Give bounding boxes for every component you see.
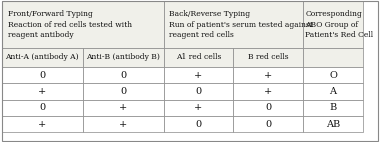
Bar	[2, 48, 83, 67]
Bar	[233, 116, 303, 132]
Text: Anti-B (antibody B): Anti-B (antibody B)	[86, 53, 160, 61]
Text: 0: 0	[120, 87, 126, 96]
Text: +: +	[264, 70, 272, 80]
Bar	[2, 100, 83, 116]
Bar	[2, 116, 83, 132]
Bar	[303, 1, 363, 48]
Bar	[2, 83, 83, 100]
Text: AB: AB	[326, 120, 340, 129]
Text: Front/Forward Typing
Reaction of red cells tested with
reagent antibody: Front/Forward Typing Reaction of red cel…	[8, 10, 133, 39]
Text: 0: 0	[265, 120, 271, 129]
Text: A1 red cells: A1 red cells	[176, 53, 221, 61]
Text: A: A	[329, 87, 336, 96]
Text: +: +	[194, 70, 203, 80]
Text: B red cells: B red cells	[248, 53, 288, 61]
Text: 0: 0	[265, 103, 271, 112]
Bar	[233, 67, 303, 83]
Bar	[164, 83, 233, 100]
Bar	[164, 116, 233, 132]
Text: O: O	[329, 70, 337, 80]
Bar	[303, 48, 363, 67]
Text: 0: 0	[195, 120, 201, 129]
Text: +: +	[119, 120, 127, 129]
Text: +: +	[194, 103, 203, 112]
Text: Back/Reverse Typing
Run of patient's serum tested against
reagent red cells: Back/Reverse Typing Run of patient's ser…	[169, 10, 313, 39]
Bar	[83, 100, 164, 116]
Bar	[83, 48, 164, 67]
Bar	[83, 83, 164, 100]
Bar	[303, 100, 363, 116]
Bar	[2, 67, 83, 83]
Text: 0: 0	[39, 70, 45, 80]
Text: +: +	[38, 120, 46, 129]
Bar	[164, 100, 233, 116]
Text: B: B	[329, 103, 337, 112]
Bar	[164, 1, 303, 48]
Text: 0: 0	[195, 87, 201, 96]
Bar	[164, 48, 233, 67]
Bar	[233, 100, 303, 116]
Text: 0: 0	[39, 103, 45, 112]
Bar	[2, 1, 164, 48]
Text: +: +	[38, 87, 46, 96]
Bar	[303, 83, 363, 100]
Text: 0: 0	[120, 70, 126, 80]
Bar	[233, 48, 303, 67]
Text: +: +	[264, 87, 272, 96]
Text: Anti-A (antibody A): Anti-A (antibody A)	[6, 53, 79, 61]
Bar	[83, 116, 164, 132]
Text: +: +	[119, 103, 127, 112]
Bar	[303, 67, 363, 83]
Bar	[303, 116, 363, 132]
Bar	[83, 67, 164, 83]
Bar	[233, 83, 303, 100]
Text: Corresponding
ABO Group of
Patient's Red Cell: Corresponding ABO Group of Patient's Red…	[305, 10, 374, 39]
Bar	[164, 67, 233, 83]
